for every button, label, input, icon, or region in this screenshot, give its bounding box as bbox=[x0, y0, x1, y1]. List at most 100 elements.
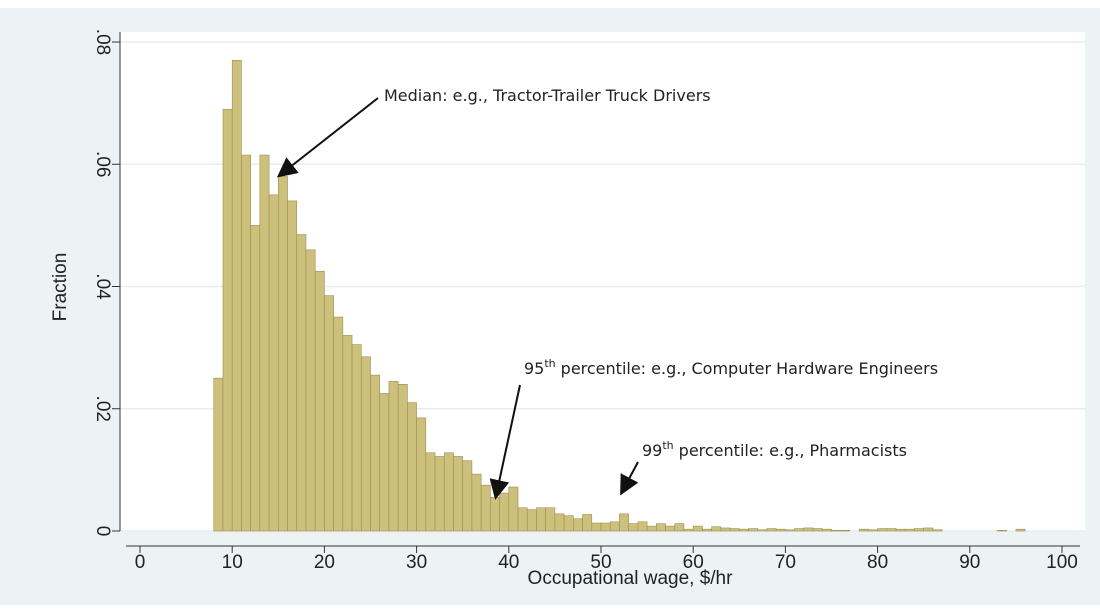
x-tick-label: 70 bbox=[775, 552, 796, 573]
y-tick-label: .02 bbox=[92, 396, 113, 422]
bar bbox=[646, 525, 657, 532]
x-tick-label: 10 bbox=[222, 552, 243, 573]
bar bbox=[895, 528, 906, 532]
bar bbox=[738, 528, 749, 532]
bar bbox=[545, 507, 556, 532]
bar bbox=[277, 176, 288, 532]
bar bbox=[370, 374, 381, 532]
bar bbox=[342, 335, 353, 532]
bar bbox=[305, 249, 316, 532]
bar bbox=[471, 473, 482, 532]
x-tick-label: 20 bbox=[314, 552, 335, 573]
bar bbox=[324, 295, 334, 532]
y-tick-label: 0 bbox=[92, 526, 113, 537]
bar bbox=[840, 530, 851, 532]
bar bbox=[434, 456, 445, 532]
bars bbox=[213, 60, 1026, 532]
bar bbox=[794, 528, 805, 532]
bar bbox=[443, 452, 454, 532]
bar bbox=[914, 528, 924, 532]
y-tick-label: .04 bbox=[92, 273, 113, 300]
annotation-text: percentile: e.g., Pharmacists bbox=[679, 441, 907, 460]
x-tick-label: 50 bbox=[590, 552, 611, 573]
bar bbox=[683, 528, 694, 532]
bar bbox=[388, 380, 399, 532]
bar bbox=[453, 456, 464, 532]
bar bbox=[213, 377, 224, 532]
bar bbox=[425, 452, 436, 532]
bar bbox=[296, 234, 307, 532]
bar bbox=[665, 525, 676, 532]
bar bbox=[351, 344, 362, 532]
bar bbox=[637, 521, 648, 532]
bar bbox=[591, 522, 602, 532]
y-axis-label: Fraction bbox=[50, 253, 71, 322]
bar bbox=[480, 484, 491, 532]
bar bbox=[268, 194, 279, 532]
bar bbox=[997, 530, 1007, 532]
bar bbox=[692, 525, 703, 532]
bar bbox=[563, 515, 574, 532]
bar bbox=[333, 316, 344, 532]
bar bbox=[536, 507, 546, 532]
bar bbox=[582, 514, 593, 532]
bar bbox=[923, 527, 934, 532]
x-axis-label: Occupational wage, $/hr bbox=[528, 568, 734, 589]
annotation-number: 95 bbox=[524, 359, 544, 378]
bar bbox=[858, 528, 869, 532]
bar bbox=[702, 528, 712, 532]
ticks: 0 .02 .04 .06 .08 0 10 20 30 40 50 60 70 80 90 100 bbox=[92, 29, 1078, 573]
annotation-number: 99 bbox=[642, 441, 662, 460]
x-tick-label: 30 bbox=[406, 552, 427, 573]
bar bbox=[314, 270, 325, 532]
arrow bbox=[276, 97, 379, 178]
bar bbox=[766, 528, 777, 532]
bar bbox=[517, 507, 528, 532]
bar bbox=[831, 530, 842, 532]
bar bbox=[397, 383, 408, 532]
x-tick-label: 60 bbox=[683, 552, 704, 573]
bar bbox=[932, 529, 943, 532]
arrow bbox=[489, 384, 521, 500]
annotation-suffix: th bbox=[662, 439, 673, 452]
bar bbox=[554, 513, 565, 532]
x-tick-label: 90 bbox=[959, 552, 980, 573]
arrow bbox=[620, 461, 639, 496]
bar bbox=[222, 108, 233, 532]
bar bbox=[360, 356, 371, 532]
bar bbox=[628, 523, 639, 532]
annotation-text: percentile: e.g., Computer Hardware Engi… bbox=[561, 359, 938, 378]
bar bbox=[775, 528, 786, 532]
bar bbox=[241, 154, 251, 532]
bar bbox=[490, 497, 500, 532]
y-tick-label: .06 bbox=[92, 151, 113, 177]
annotation: 95th percentile: e.g., Computer Hardware … bbox=[524, 357, 938, 378]
bar bbox=[803, 527, 814, 532]
bar bbox=[812, 528, 823, 532]
bar bbox=[656, 523, 666, 532]
bar bbox=[508, 486, 519, 532]
y-tick-label: .08 bbox=[92, 29, 113, 55]
bar bbox=[748, 528, 759, 532]
bar bbox=[821, 528, 832, 532]
bar bbox=[674, 523, 685, 532]
x-tick-label: 0 bbox=[135, 552, 146, 573]
annotation: 99th percentile: e.g., Pharmacists bbox=[642, 439, 907, 460]
bar bbox=[379, 393, 390, 532]
bar bbox=[619, 513, 629, 532]
bar bbox=[600, 522, 611, 532]
bar bbox=[259, 154, 270, 532]
bar bbox=[877, 528, 888, 532]
bar bbox=[720, 527, 731, 532]
bar bbox=[711, 526, 722, 532]
bar bbox=[904, 528, 915, 532]
annotation: Median: e.g., Tractor-Trailer Truck Driv… bbox=[384, 86, 711, 105]
bar bbox=[462, 460, 473, 532]
x-tick-label: 40 bbox=[498, 552, 519, 573]
bar bbox=[757, 529, 768, 532]
x-tick-label: 100 bbox=[1046, 552, 1078, 573]
bar bbox=[250, 225, 261, 532]
bar bbox=[573, 518, 583, 532]
bar bbox=[499, 492, 510, 532]
x-tick-label: 80 bbox=[867, 552, 888, 573]
